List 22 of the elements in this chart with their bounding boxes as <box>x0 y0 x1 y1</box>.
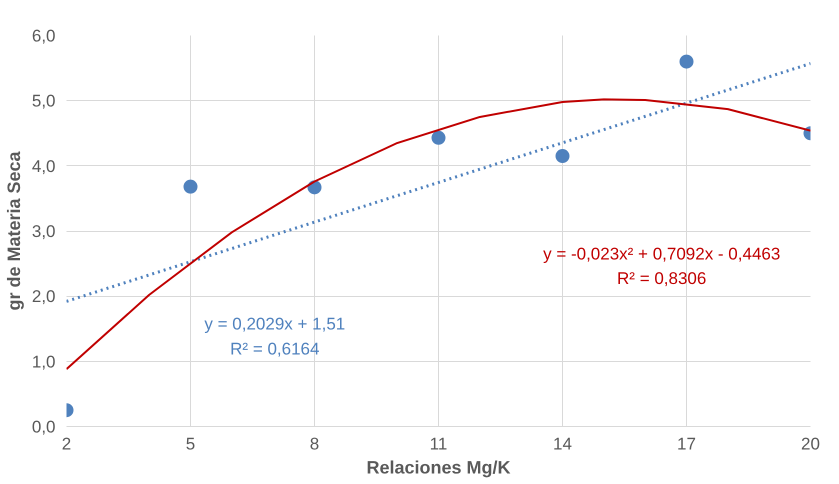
y-tick-label: 3,0 <box>32 222 56 241</box>
x-tick-label: 11 <box>430 434 448 454</box>
x-tick-label: 8 <box>310 434 320 454</box>
y-tick-label: 0,0 <box>32 418 56 436</box>
y-tick-label: 6,0 <box>32 26 56 46</box>
line-series <box>66 98 810 370</box>
x-tick-label: 5 <box>186 434 196 454</box>
x-tick-label: 20 <box>801 434 820 454</box>
annotation: y = 0,2029x + 1,51 R² = 0,6164 <box>204 314 346 358</box>
point <box>556 149 570 164</box>
x-tick-label: 2 <box>62 434 72 454</box>
y-tick-label: 4,0 <box>32 156 56 176</box>
y-axis-title: gr de Materia Seca <box>4 150 24 311</box>
point <box>184 180 198 194</box>
y-tick-label: 1,0 <box>32 352 56 372</box>
annotation: y = -0,023x² + 0,7092x - 0,4463 R² = 0,8306 <box>543 244 780 288</box>
point <box>432 130 446 145</box>
x-axis-title: Relaciones Mg/K <box>366 458 511 478</box>
y-tick-label: 5,0 <box>32 92 56 111</box>
x-tick-label: 14 <box>553 434 572 454</box>
y-tick-label: 2,0 <box>32 287 56 306</box>
x-tick-label: 17 <box>677 434 696 454</box>
